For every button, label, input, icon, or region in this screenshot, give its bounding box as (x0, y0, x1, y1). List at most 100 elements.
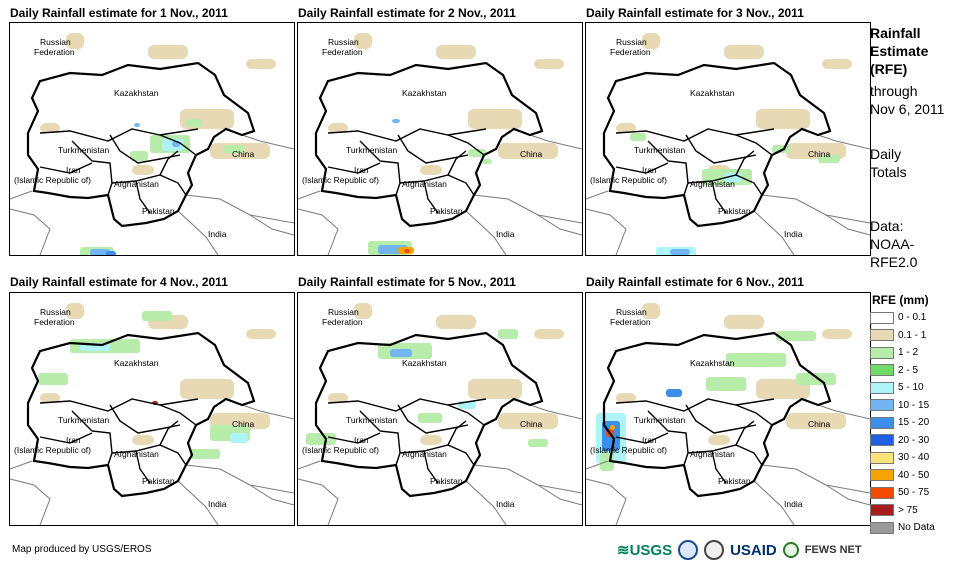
country-border (109, 404, 181, 434)
legend-swatch (870, 416, 894, 429)
country-border (159, 404, 197, 426)
neighbor-border (177, 480, 219, 525)
rain-area (818, 155, 840, 163)
rain-light-area (132, 165, 154, 175)
country-label-india: India (496, 229, 515, 239)
rain-light-area (786, 413, 846, 429)
rain-light-area (468, 109, 522, 129)
country-border (135, 180, 151, 214)
sidebar-data-src-2: RFE2.0 (870, 254, 918, 270)
rain-light-area (498, 413, 558, 429)
rain-area (38, 373, 68, 385)
rain-light-area (420, 165, 442, 175)
legend-item: 15 - 20 (870, 415, 929, 430)
neighbor-border (753, 480, 795, 525)
country-label-turkmenistan: Turkmenistan (634, 415, 685, 425)
country-label-russia1: Russian (40, 307, 71, 317)
neighbor-border (586, 478, 627, 525)
country-border (135, 450, 151, 484)
country-border (39, 162, 93, 174)
country-border (685, 404, 757, 434)
rain-area (130, 151, 148, 161)
sidebar-data-label: Data: (870, 218, 904, 234)
neighbor-border (298, 460, 321, 470)
rain-light-area (468, 379, 522, 399)
legend-swatch (870, 311, 894, 324)
neighbor-border (537, 484, 582, 506)
legend-item: 50 - 75 (870, 485, 929, 500)
neighbor-border (586, 460, 609, 470)
rain-area (392, 119, 400, 123)
country-border (159, 134, 197, 156)
neighbor-border (761, 464, 870, 494)
dos-seal-icon (704, 540, 725, 560)
region-outline (26, 331, 256, 498)
country-label-afghanistan: Afghanistan (402, 449, 447, 459)
legend-swatch (870, 504, 894, 516)
rain-light-area (40, 393, 60, 403)
legend-label: 20 - 30 (898, 434, 930, 446)
neighbor-border (185, 194, 294, 224)
country-border (39, 398, 199, 412)
legend-label: 1 - 2 (898, 347, 919, 358)
country-label-kazakhstan: Kazakhstan (114, 88, 159, 98)
rain-light-area (328, 123, 348, 133)
rain-area (186, 119, 202, 127)
rain-area (390, 349, 412, 357)
usaid-logo: USAID (730, 541, 777, 559)
country-label-pakistan: Pakistan (718, 476, 751, 486)
country-label-pakistan: Pakistan (430, 476, 463, 486)
rain-area (134, 123, 140, 127)
country-border (615, 432, 669, 444)
neighbor-border (10, 460, 33, 470)
country-label-china: China (808, 149, 830, 159)
rain-light-area (132, 435, 154, 445)
country-label-iran1: Iran (642, 165, 657, 175)
rain-area (230, 433, 248, 443)
legend-swatch (870, 469, 894, 481)
rain-light-area (642, 303, 660, 319)
legend-label: 5 - 10 (898, 382, 924, 393)
country-label-iran1: Iran (642, 435, 657, 445)
rain-area (468, 149, 486, 157)
partner-logos: ≋USGS USAID FEWS NET (617, 538, 862, 562)
rain-area (772, 145, 790, 153)
neighbor-border (249, 484, 294, 506)
panel-title-4: Daily Rainfall estimate for 4 Nov., 2011 (10, 275, 228, 289)
country-border (327, 162, 381, 174)
legend-item: 2 - 5 (870, 363, 918, 378)
country-border (71, 410, 113, 466)
map-panel-5: Russian Federation Kazakhstan Turkmenistan I… (297, 292, 583, 526)
neighbor-border (298, 190, 321, 200)
region-outline (314, 61, 544, 228)
legend-item: 10 - 15 (870, 398, 929, 413)
country-label-india: India (208, 499, 227, 509)
rain-light-area (180, 379, 234, 399)
country-label-afghanistan: Afghanistan (114, 179, 159, 189)
country-label-russia2: Federation (610, 47, 651, 57)
map-panel-4: Russian Federation Kazakhstan Turkmenistan I… (9, 292, 295, 526)
panel-title-5: Daily Rainfall estimate for 5 Nov., 2011 (298, 275, 516, 289)
neighbor-border (249, 214, 294, 236)
neighbor-border (753, 210, 795, 255)
rain-light-area (436, 315, 476, 329)
country-label-afghanistan: Afghanistan (690, 449, 735, 459)
country-label-pakistan: Pakistan (430, 206, 463, 216)
sidebar-title-1: Rainfall (870, 25, 921, 41)
neighbor-border (177, 210, 219, 255)
rain-light-area (534, 329, 564, 339)
legend-item: No Data (870, 520, 935, 535)
country-border (447, 404, 485, 426)
legend-swatch (870, 521, 894, 534)
neighbor-border (298, 208, 339, 255)
country-border (327, 432, 381, 444)
rain-light-area (616, 393, 636, 403)
country-border (159, 420, 179, 446)
panel-title-2: Daily Rainfall estimate for 2 Nov., 2011 (298, 6, 516, 20)
legend-swatch (870, 434, 894, 446)
rain-light-area (724, 315, 764, 329)
neighbor-border (586, 190, 609, 200)
legend-label: 15 - 20 (898, 417, 930, 428)
